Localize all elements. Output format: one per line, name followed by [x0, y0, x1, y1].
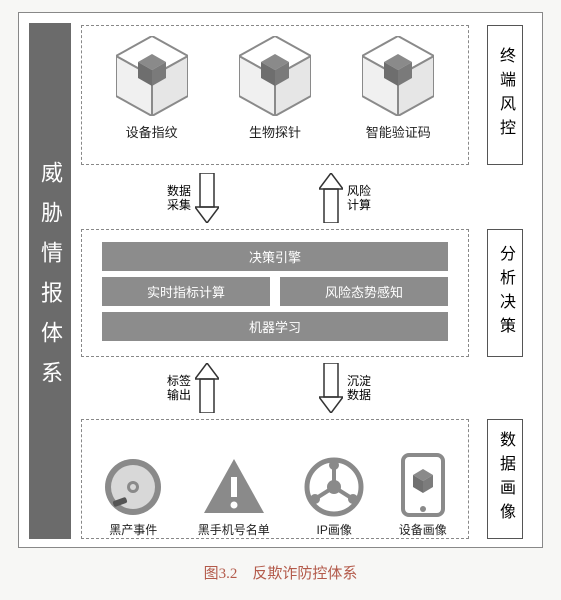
left-title-text: 威胁情报体系 [34, 161, 66, 401]
arrow-label-output: 标签 输出 [167, 363, 219, 413]
side-label-analysis: 分析决策 [487, 229, 523, 357]
data-label: IP画像 [317, 521, 352, 538]
data-item: 设备画像 [399, 453, 447, 538]
arrow-sediment-data: 沉淀 数据 [319, 363, 371, 413]
data-label: 设备画像 [399, 521, 447, 538]
engine-bar: 实时指标计算 [102, 277, 270, 306]
left-title-bar: 威胁情报体系 [29, 23, 71, 539]
cube-item: 生物探针 [239, 36, 311, 141]
cube-label: 设备指纹 [126, 122, 178, 141]
cube-item: 智能验证码 [362, 36, 434, 141]
arrow-data-collect: 数据 采集 [167, 173, 219, 223]
arrow-label: 沉淀 数据 [347, 374, 371, 403]
side-label-text: 终端风控 [493, 47, 517, 143]
engine-bar: 机器学习 [102, 312, 448, 341]
arrow-label: 数据 采集 [167, 184, 191, 213]
arrow-label: 风险 计算 [347, 184, 371, 213]
arrow-label: 标签 输出 [167, 374, 191, 403]
data-item: 黑产事件 [103, 457, 163, 538]
engine-bar: 决策引擎 [102, 242, 448, 271]
data-item: 黑手机号名单 [198, 457, 270, 538]
side-label-terminal: 终端风控 [487, 25, 523, 165]
data-item: IP画像 [304, 457, 364, 538]
engine-bar: 风险态势感知 [280, 277, 448, 306]
layer-terminal: 设备指纹 生物探针 [81, 25, 469, 165]
cube-icon [116, 36, 188, 116]
globe-icon [304, 457, 364, 517]
device-icon [401, 453, 445, 517]
layer-analysis: 决策引擎 实时指标计算 风险态势感知 机器学习 [81, 229, 469, 357]
disk-icon [103, 457, 163, 517]
arrow-down-icon [319, 363, 343, 413]
arrow-up-icon [319, 173, 343, 223]
warning-icon [202, 457, 266, 517]
diagram-frame: 威胁情报体系 设备指纹 [18, 12, 543, 548]
side-label-text: 分析决策 [493, 245, 517, 341]
side-label-text: 数据画像 [493, 431, 517, 527]
layer-data: 黑产事件 黑手机号名单 [81, 419, 469, 539]
cube-icon [239, 36, 311, 116]
figure-caption: 图3.2 反欺诈防控体系 [0, 562, 561, 583]
arrow-up-icon [195, 363, 219, 413]
cube-item: 设备指纹 [116, 36, 188, 141]
cube-label: 生物探针 [249, 122, 301, 141]
side-label-data: 数据画像 [487, 419, 523, 539]
arrow-risk-calc: 风险 计算 [319, 173, 371, 223]
arrow-down-icon [195, 173, 219, 223]
data-label: 黑手机号名单 [198, 521, 270, 538]
cube-icon [362, 36, 434, 116]
data-label: 黑产事件 [109, 521, 157, 538]
cube-label: 智能验证码 [366, 122, 431, 141]
